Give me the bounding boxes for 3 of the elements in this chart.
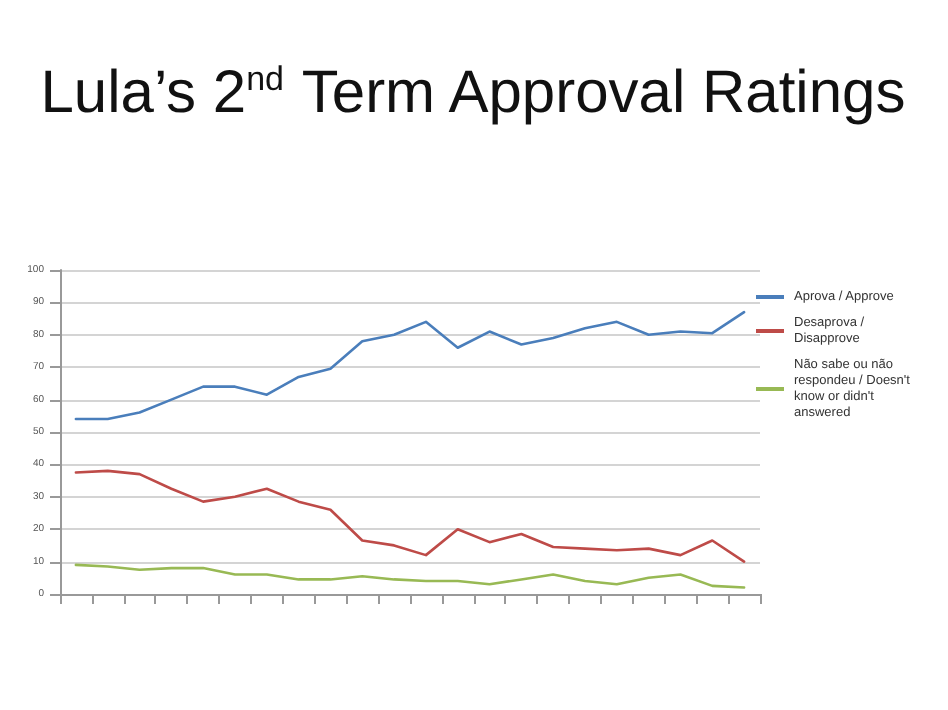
line-series xyxy=(74,469,746,563)
line-series xyxy=(74,310,746,421)
line-series xyxy=(74,563,746,589)
